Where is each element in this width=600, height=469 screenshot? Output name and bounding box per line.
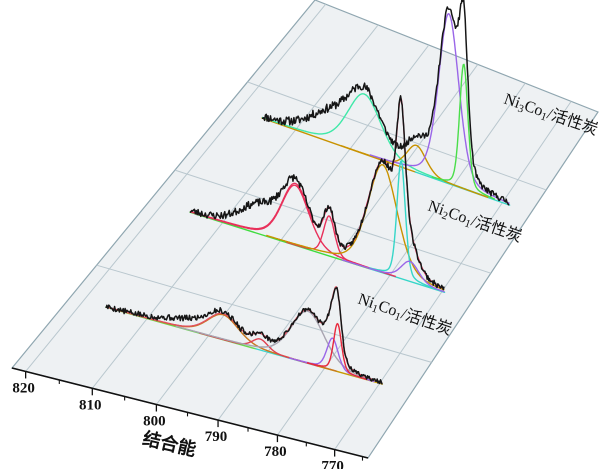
grid-line-be-780 [277,82,526,436]
grid-line-be-810 [91,24,379,389]
fit-peak-4-Ni2Co1/活性炭 [341,259,445,293]
baseline-Ni2Co1/活性炭 [189,211,370,270]
x-axis [11,367,369,459]
grid-line-be-770 [334,101,572,450]
raw-spectrum-Ni3Co1/活性炭 [261,0,510,206]
fit-peak-3-Ni2Co1/活性炭 [368,160,433,289]
baseline-Ni3Co1/活性炭 [261,117,417,173]
raw-spectrum-Ni2Co1/活性炭 [189,95,445,291]
fit-peak-2-Ni2Co1/活性炭 [266,163,445,291]
grid-line-depth [96,264,432,363]
x-tick-label-820: 820 [12,380,35,396]
grid-line-depth [174,169,491,274]
grid-line-be-790 [217,64,479,421]
fit-peak-3-Ni3Co1/活性炭 [431,63,496,200]
raw-spectrum-Ni1Co1/活性炭 [105,286,383,385]
fit-peak-4-Ni1Co1/活性炭 [306,322,368,381]
x-tick-label-800: 800 [143,414,166,430]
x-tick-label-770: 770 [321,459,344,469]
grid-line-be-820 [25,3,327,372]
x-tick-label-790: 790 [205,429,228,445]
x-tick-label-810: 810 [79,397,102,413]
grid-line-be-800 [155,44,430,405]
x-tick-label-780: 780 [264,444,287,460]
fit-peak-1-Ni3Co1/活性炭 [340,144,489,199]
x-axis-title: 结合能 [141,427,198,460]
